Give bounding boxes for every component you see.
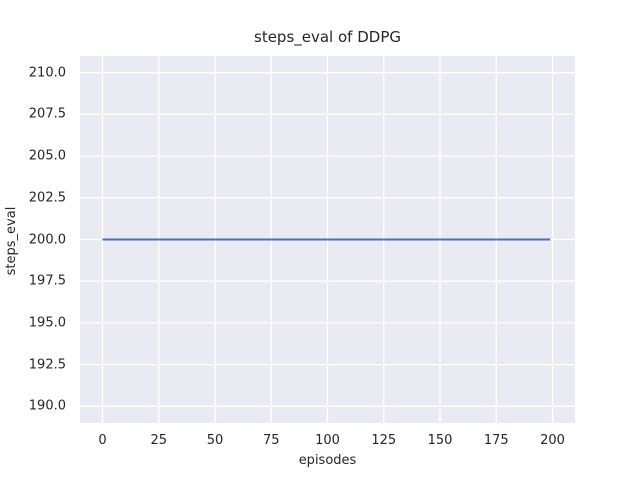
x-tick-label: 0 — [98, 433, 107, 448]
y-tick-label: 197.5 — [28, 273, 66, 289]
x-tick-label: 25 — [150, 433, 168, 448]
x-tick-label: 175 — [483, 433, 509, 448]
plot-area — [80, 56, 575, 423]
y-tick-label: 205.0 — [28, 148, 66, 164]
y-tick-label: 207.5 — [28, 106, 66, 122]
chart-title: steps_eval of DDPG — [254, 28, 401, 46]
x-tick-label: 200 — [540, 433, 565, 448]
x-tick-label: 75 — [262, 433, 280, 448]
y-tick-label: 192.5 — [28, 357, 66, 373]
y-tick-label: 195.0 — [28, 315, 66, 331]
x-tick-label: 150 — [427, 433, 453, 448]
y-tick-label: 200.0 — [28, 232, 66, 247]
x-tick-label: 125 — [371, 433, 397, 448]
x-axis-label: episodes — [298, 453, 357, 468]
x-tick-label: 100 — [315, 433, 340, 448]
x-tick-label: 50 — [206, 433, 224, 448]
y-tick-label: 210.0 — [28, 65, 66, 81]
y-tick-label: 190.0 — [28, 398, 66, 414]
y-axis-label: steps_eval — [4, 206, 19, 276]
y-tick-label: 202.5 — [28, 190, 66, 206]
